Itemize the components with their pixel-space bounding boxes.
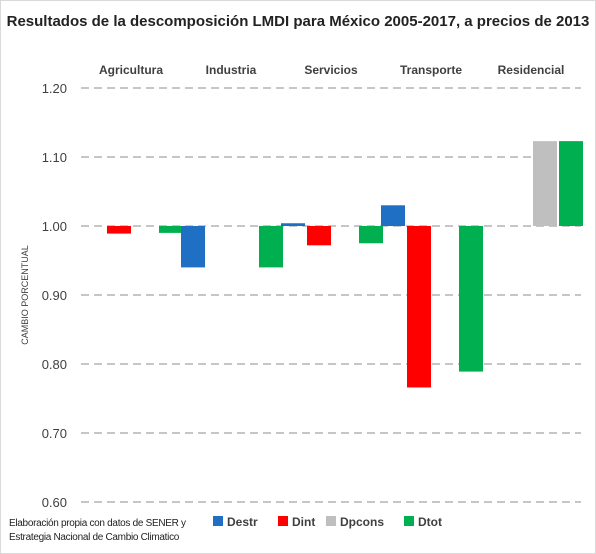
y-tick-label: 1.10 — [42, 150, 67, 165]
legend-swatch-dtot — [404, 516, 414, 526]
source-note: Elaboración propia con datos de SENER y … — [9, 518, 186, 543]
legend-label-dpcons: Dpcons — [340, 515, 384, 529]
y-tick-label: 1.00 — [42, 219, 67, 234]
legend-swatch-destr — [213, 516, 223, 526]
y-tick-label: 0.70 — [42, 426, 67, 441]
y-tick-label: 0.90 — [42, 288, 67, 303]
bar-dtot-residencial — [559, 141, 583, 226]
category-label: Transporte — [400, 63, 462, 77]
bar-dtot-industria — [259, 226, 283, 268]
category-label: Residencial — [498, 63, 565, 77]
bar-destr-industria — [181, 226, 205, 268]
bar-dtot-servicios — [359, 226, 383, 244]
category-label: Servicios — [304, 63, 358, 77]
legend-swatch-dint — [278, 516, 288, 526]
category-labels: Agricultura Industria Servicios Transporte R… — [99, 63, 564, 77]
bar-dpcons-residencial — [533, 141, 557, 226]
gridlines — [81, 87, 581, 503]
bar-dint-transporte — [407, 226, 431, 388]
category-label: Agricultura — [99, 63, 163, 77]
legend-label-dint: Dint — [292, 515, 315, 529]
bar-destr-transporte — [381, 205, 405, 226]
y-tick-label: 1.20 — [42, 81, 67, 96]
y-tick-label: 0.80 — [42, 357, 67, 372]
legend: Destr Dint Dpcons Dtot — [213, 515, 442, 529]
bar-dtot-transporte — [459, 226, 483, 372]
bar-dint-servicios — [307, 226, 331, 246]
legend-label-destr: Destr — [227, 515, 258, 529]
chart-title: Resultados de la descomposición LMDI par… — [6, 13, 590, 30]
y-axis-label: CAMBIO PORCENTUAL — [20, 245, 30, 345]
bar-destr-servicios — [281, 223, 305, 226]
category-label: Industria — [206, 63, 257, 77]
bars — [107, 141, 583, 388]
bar-dtot-agricultura — [159, 226, 183, 233]
bar-dint-agricultura — [107, 226, 131, 234]
y-axis-ticks: 1.20 1.10 1.00 0.90 0.80 0.70 0.60 — [42, 81, 67, 510]
legend-label-dtot: Dtot — [418, 515, 442, 529]
legend-swatch-dpcons — [326, 516, 336, 526]
y-tick-label: 0.60 — [42, 495, 67, 510]
